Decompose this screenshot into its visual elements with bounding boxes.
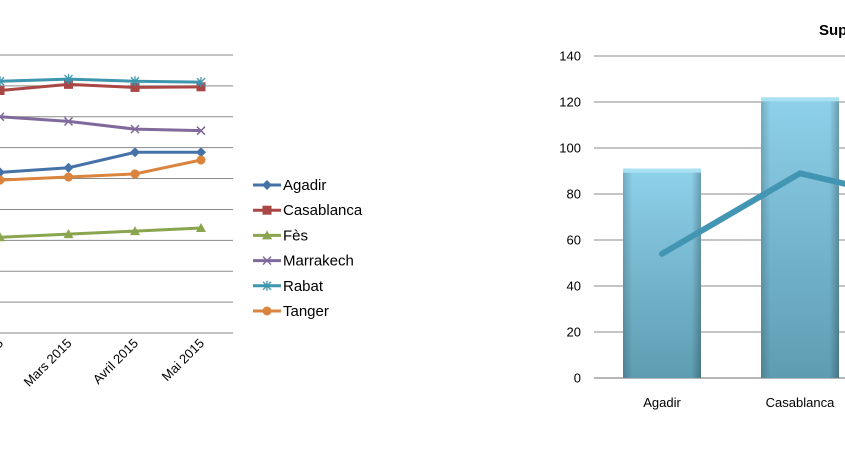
legend-label: Tanger — [283, 303, 329, 320]
legend-item: Agadir — [253, 177, 326, 194]
legend-label: Agadir — [283, 177, 326, 194]
bar-chart-overlay-line — [659, 170, 845, 257]
series-marker-x — [63, 116, 74, 126]
line-chart-x-tick-label: Mars 2015 — [21, 336, 75, 390]
line-chart-x-tick-label: Mai 2015 — [159, 336, 207, 384]
legend-item: Rabat — [253, 278, 324, 295]
series-marker-diamond — [130, 147, 140, 158]
series-marker-circle — [262, 306, 272, 316]
series-marker-x-stroke — [0, 115, 5, 122]
series-marker-triangle — [63, 229, 74, 239]
bar-chart-y-tick-label: 20 — [567, 325, 581, 340]
series-marker-square — [262, 205, 272, 215]
series-marker-diamond — [196, 147, 206, 158]
series-marker-star — [64, 74, 73, 85]
series-marker-x — [196, 126, 206, 136]
line-chart-legend: Agadir Casablanca Fès Marrakech Rabat Tanger — [253, 177, 363, 320]
series-marker-circle — [196, 155, 206, 165]
legend-label: Marrakech — [283, 253, 354, 270]
series-line — [0, 226, 202, 239]
series-marker-triangle — [130, 226, 140, 236]
legend-item: Fès — [253, 227, 308, 244]
series-marker-x — [262, 256, 272, 266]
line-series-fès — [0, 222, 206, 242]
bar-top-edge — [761, 97, 839, 102]
series-marker-diamond — [0, 167, 5, 178]
bar-chart-y-tick-label: 100 — [559, 141, 581, 156]
bar-agadir — [623, 168, 701, 378]
bar-casablanca — [761, 97, 839, 379]
line-series-tanger — [0, 155, 206, 185]
bar-chart-y-tick-label: 0 — [574, 371, 581, 386]
line-chart-x-tick-label: …2015 — [0, 336, 6, 376]
series-marker-triangle — [196, 222, 206, 232]
series-marker-x-stroke — [196, 126, 206, 136]
bar-top-edge — [623, 168, 701, 173]
series-marker-triangle — [0, 232, 5, 242]
legend-label: Casablanca — [283, 202, 363, 219]
series-marker-x — [130, 124, 140, 134]
series-marker-star-stroke — [0, 76, 5, 83]
bar-chart: Sup 0 20 40 60 80 100 120 140 Agadir Casablanca — [559, 22, 845, 410]
series-marker-x-stroke — [262, 256, 272, 266]
legend-item: Marrakech — [253, 253, 354, 270]
bar-chart-y-tick-label: 60 — [567, 233, 581, 248]
series-line — [0, 150, 201, 174]
bar-chart-y-tick-label: 120 — [559, 95, 581, 110]
series-marker-diamond — [262, 180, 272, 190]
legend-label: Fès — [283, 227, 308, 244]
series-line — [0, 158, 202, 182]
line-series-rabat — [0, 74, 206, 88]
series-marker-circle — [0, 175, 5, 185]
line-series-agadir — [0, 147, 206, 178]
series-marker-x-stroke — [63, 116, 74, 126]
series-marker-square — [64, 79, 73, 89]
series-marker-x-stroke — [0, 112, 5, 118]
series-marker-x — [0, 112, 5, 122]
series-marker-x-stroke — [130, 124, 140, 134]
series-marker-star — [0, 76, 5, 87]
legend-item: Tanger — [253, 303, 329, 320]
series-marker-square — [0, 86, 5, 96]
bar-chart-y-tick-label: 40 — [567, 279, 581, 294]
legend-item: Casablanca — [253, 202, 363, 219]
bar-chart-x-tick-label: Casablanca — [766, 395, 835, 410]
series-marker-star-stroke — [0, 80, 5, 86]
series-marker-circle — [64, 172, 73, 182]
series-marker-triangle — [262, 230, 272, 240]
series-line — [0, 82, 202, 93]
series-marker-star — [130, 76, 140, 87]
series-marker-square — [130, 82, 140, 92]
line-chart: …2015 Mars 2015 Avril 2015 Mai 2015 Agadir Ca… — [0, 54, 363, 390]
bar-shading — [761, 97, 839, 379]
series-marker-star — [196, 77, 206, 88]
bar-chart-y-tick-label: 140 — [559, 49, 581, 64]
series-line — [0, 115, 202, 133]
line-chart-x-tick-label: Avril 2015 — [90, 336, 141, 387]
bar-chart-x-tick-label: Agadir — [643, 395, 681, 410]
series-line — [0, 77, 202, 84]
line-series-marrakech — [0, 112, 206, 136]
legend-label: Rabat — [283, 278, 324, 295]
bar-chart-y-tick-label: 80 — [567, 187, 581, 202]
series-marker-diamond — [63, 162, 74, 173]
bar-shading — [623, 168, 701, 378]
series-marker-star — [262, 280, 272, 291]
bar-chart-title: Sup — [819, 22, 845, 39]
series-marker-circle — [130, 169, 140, 179]
